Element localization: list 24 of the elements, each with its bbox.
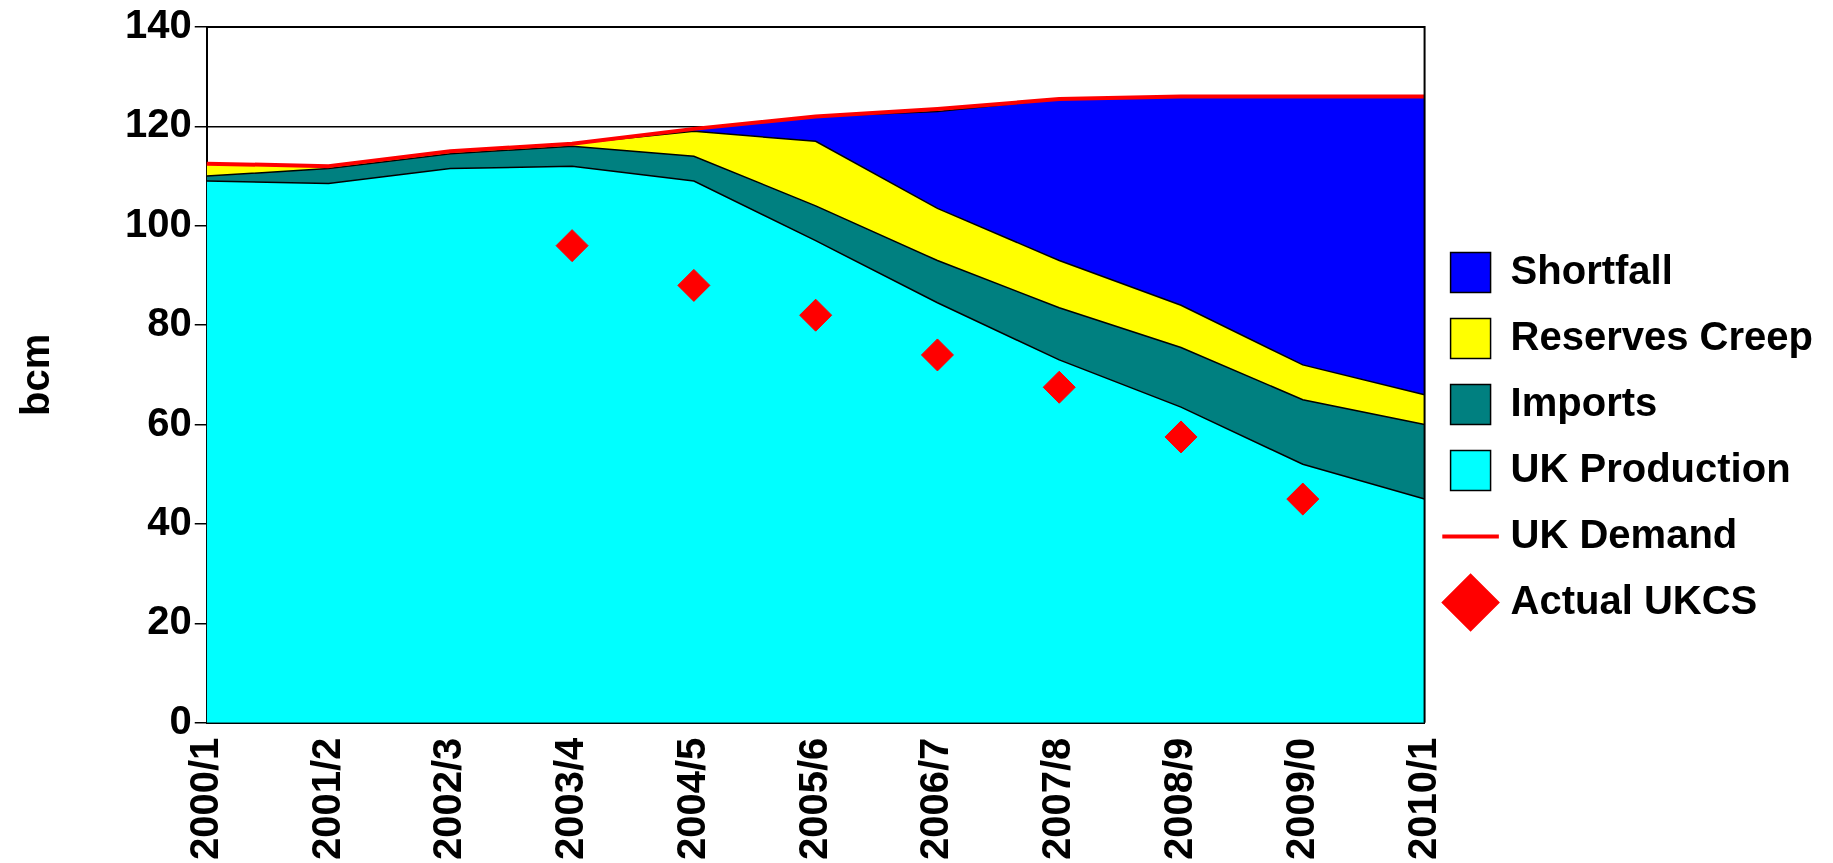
- y-axis-title: bcm: [13, 333, 58, 416]
- y-tick-label: 100: [124, 200, 192, 245]
- y-tick-label: 120: [124, 101, 192, 146]
- y-tick-label: 40: [147, 498, 192, 543]
- legend-label: UK Production: [1510, 445, 1791, 490]
- legend-label: Imports: [1510, 379, 1658, 424]
- y-tick-label: 140: [124, 2, 192, 47]
- x-tick-label: 2003/4: [547, 736, 592, 860]
- x-tick-label: 2008/9: [1156, 737, 1201, 860]
- x-tick-label: 2002/3: [425, 737, 470, 860]
- x-tick-label: 2007/8: [1034, 737, 1079, 860]
- legend-label: Actual UKCS: [1510, 577, 1758, 622]
- legend-label: UK Demand: [1510, 511, 1738, 556]
- x-tick-label: 2006/7: [912, 737, 957, 860]
- x-tick-label: 2001/2: [303, 737, 348, 860]
- y-tick-label: 80: [147, 300, 192, 345]
- x-tick-label: 2005/6: [790, 737, 835, 860]
- x-tick-label: 2010/1: [1399, 737, 1444, 860]
- y-tick-label: 20: [147, 598, 192, 643]
- legend-label: Reserves Creep: [1510, 313, 1813, 358]
- y-tick-label: 60: [147, 399, 192, 444]
- legend-label: Shortfall: [1510, 247, 1673, 292]
- x-tick-label: 2004/5: [668, 737, 713, 860]
- x-tick-label: 2009/0: [1277, 737, 1322, 860]
